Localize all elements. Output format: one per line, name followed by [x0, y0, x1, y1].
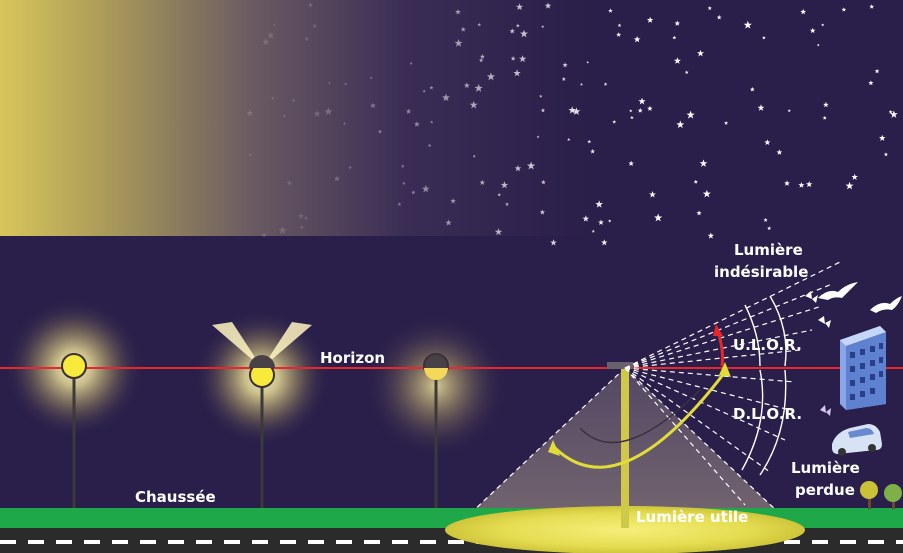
streetlamp-1-icon: [61, 353, 87, 528]
lower-outer-arc: [579, 389, 701, 444]
useful-light-arc-arrow-right: [719, 362, 731, 377]
light-ray: [624, 305, 823, 369]
ulor-arc-3: [769, 295, 787, 367]
building-icon: [840, 326, 886, 410]
dlor-arc-1: [741, 369, 764, 471]
useful-light-arc-arrow-left: [548, 440, 560, 456]
car-icon: [832, 424, 882, 456]
light-ray: [624, 367, 791, 411]
dlor-arc-2: [759, 369, 787, 476]
light-ray: [624, 349, 801, 369]
useful-light-pool: [445, 506, 805, 553]
chaussee-label: Chaussée: [135, 488, 216, 506]
lamp-2-beam-right: [262, 322, 312, 368]
light-ray: [624, 367, 771, 473]
light-ray: [624, 329, 813, 369]
ulor-arc-2: [744, 304, 761, 367]
main-streetlamp-icon: [607, 362, 633, 528]
streetlamp-3-icon: [423, 353, 449, 528]
light-ray: [624, 261, 841, 369]
dlor-label: D.L.O.R.: [733, 405, 802, 423]
lamp-2-beam-left: [212, 322, 262, 368]
light-ray: [624, 283, 833, 369]
ulor-label: U.L.O.R.: [733, 336, 802, 354]
useful-light-arc: [553, 371, 727, 469]
unwanted-light-label-1: Lumière: [734, 241, 803, 259]
unwanted-light-label-2: indésirable: [714, 263, 808, 281]
light-rays: [624, 261, 841, 506]
ulor-arc-arrow: [713, 324, 723, 336]
tree-icon: [860, 481, 902, 509]
streetlamp-2-icon: [249, 355, 275, 528]
light-ray: [624, 367, 796, 383]
horizon-label: Horizon: [320, 349, 385, 367]
light-ray: [624, 367, 746, 506]
useful-light-label: Lumière utile: [636, 508, 748, 526]
upper-sky: [0, 0, 903, 236]
bird-icon: [818, 282, 902, 313]
lost-light-label-1: Lumière: [791, 459, 860, 477]
lost-light-label-2: perdue: [795, 481, 855, 499]
butterfly-icon: [805, 291, 831, 416]
